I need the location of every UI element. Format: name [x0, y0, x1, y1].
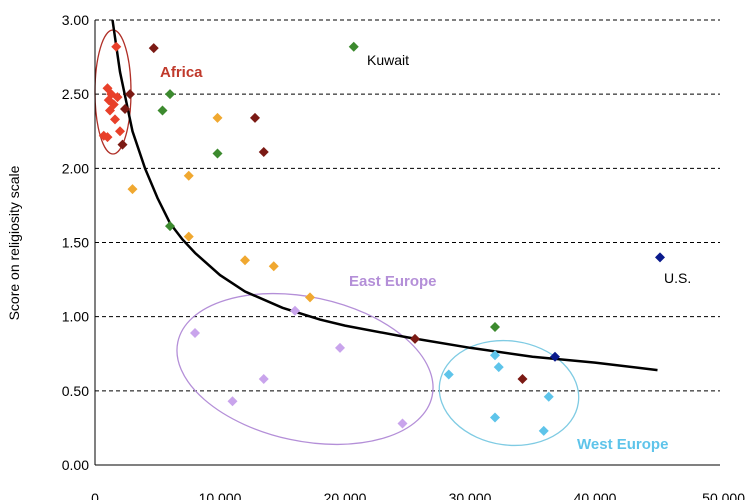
region-ellipse — [176, 292, 434, 446]
x-tick-labels: 0 10,000 20,000 30,000 40,000 50,000 — [91, 490, 745, 500]
annotation-label: East Europe — [349, 273, 437, 290]
x-tick-label: 10,000 — [199, 490, 242, 500]
data-point — [125, 89, 135, 100]
data-point — [517, 373, 528, 384]
data-point — [127, 184, 138, 195]
data-point — [397, 418, 408, 429]
x-tick-label: 50,000 — [702, 490, 745, 500]
data-point — [148, 43, 159, 54]
data-point — [183, 170, 194, 181]
data-point — [183, 231, 194, 242]
data-point — [102, 132, 113, 143]
data-point — [348, 41, 359, 52]
data-point — [212, 112, 223, 123]
data-point — [290, 305, 300, 316]
region-ellipse — [438, 339, 580, 447]
annotations: Africa Kuwait U.S. East Europe West Europe — [160, 52, 691, 453]
data-points — [98, 41, 665, 436]
data-point — [258, 373, 269, 384]
data-point — [112, 92, 123, 103]
data-point — [105, 105, 115, 116]
y-tick-label: 2.00 — [62, 160, 89, 176]
data-point — [120, 104, 130, 114]
y-tick-labels: 0.00 0.50 1.00 1.50 2.00 2.50 3.00 — [62, 12, 89, 473]
data-point — [543, 391, 554, 402]
data-point — [111, 41, 122, 52]
gridlines — [95, 19, 720, 392]
data-point — [305, 292, 315, 303]
y-tick-label: 2.50 — [62, 86, 89, 102]
trend-curve-line — [111, 19, 658, 372]
trend-curve — [111, 19, 658, 372]
data-point — [443, 369, 454, 380]
data-point — [227, 396, 238, 407]
x-tick-label: 0 — [91, 490, 99, 500]
data-point — [240, 255, 250, 266]
x-tick-label: 40,000 — [574, 490, 617, 500]
data-point — [655, 252, 665, 263]
y-tick-label: 3.00 — [62, 12, 89, 28]
y-axis-label: Score on religiosity scale — [6, 165, 22, 320]
data-point — [538, 425, 549, 436]
data-point — [190, 327, 200, 338]
data-point — [110, 114, 120, 125]
data-point — [258, 147, 269, 158]
data-point — [493, 362, 504, 373]
data-point — [490, 322, 500, 333]
annotation-label: U.S. — [664, 270, 691, 286]
data-point — [335, 342, 345, 353]
data-point — [490, 412, 500, 423]
axes — [94, 20, 720, 466]
data-point — [250, 112, 260, 123]
data-point — [157, 105, 168, 116]
data-point — [165, 89, 175, 100]
y-tick-label: 1.00 — [62, 309, 89, 325]
data-point — [115, 126, 125, 137]
annotation-label: Africa — [160, 64, 203, 81]
y-tick-label: 0.50 — [62, 383, 89, 399]
data-point — [165, 221, 175, 232]
data-point — [268, 261, 279, 272]
annotation-label: West Europe — [577, 436, 668, 453]
data-point — [212, 148, 223, 159]
data-point — [410, 333, 420, 344]
x-tick-label: 20,000 — [324, 490, 367, 500]
annotation-label: Kuwait — [367, 52, 409, 68]
x-tick-label: 30,000 — [449, 490, 492, 500]
data-point — [117, 139, 128, 150]
y-tick-label: 0.00 — [62, 457, 89, 473]
data-point — [490, 350, 500, 361]
y-tick-label: 1.50 — [62, 235, 89, 251]
data-point — [550, 351, 560, 362]
